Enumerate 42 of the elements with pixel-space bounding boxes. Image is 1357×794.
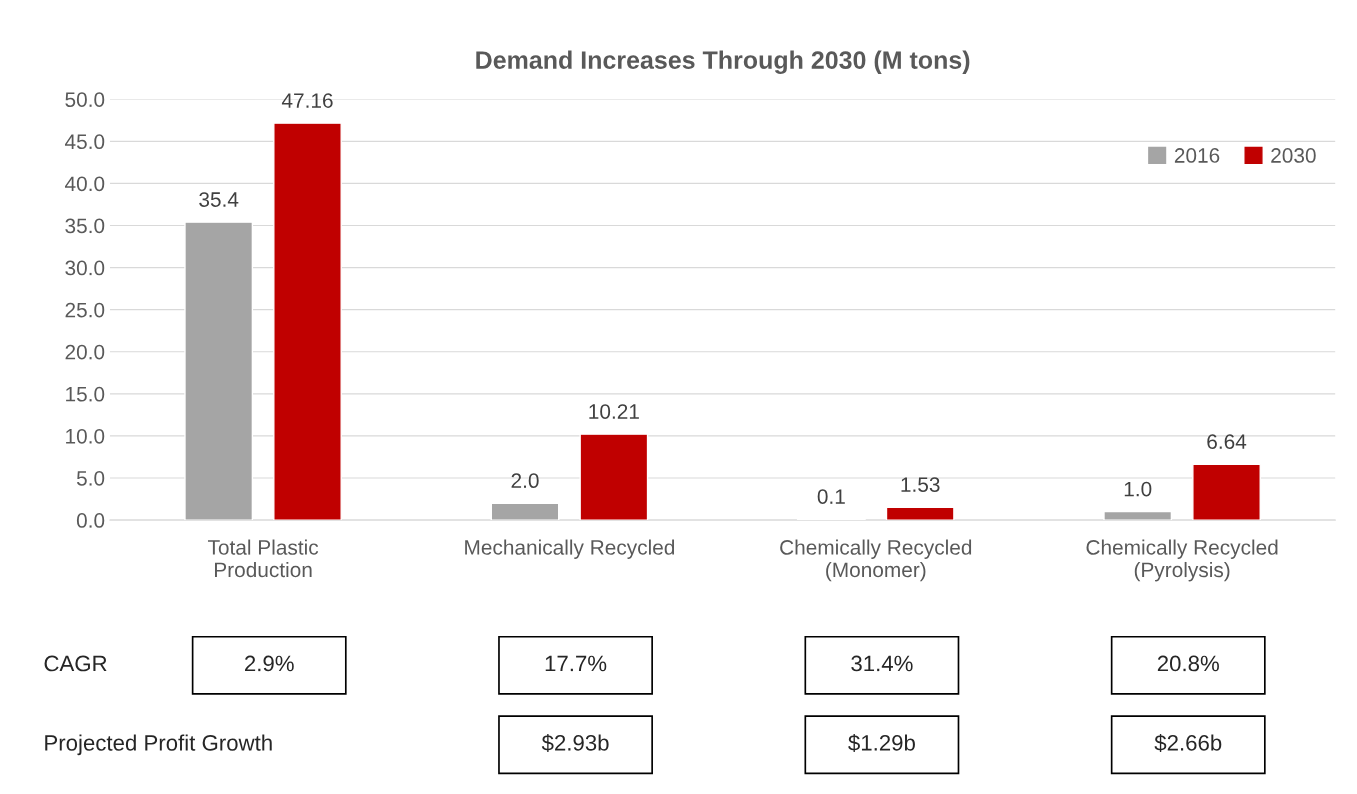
x-tick-label: Chemically Recycled (Pyrolysis) bbox=[1086, 539, 1278, 582]
y-tick-label: 25.0 bbox=[65, 302, 105, 318]
y-tick-label: 30.0 bbox=[65, 260, 105, 276]
bar bbox=[184, 221, 254, 521]
bar bbox=[273, 122, 342, 521]
y-tick-label: 40.0 bbox=[64, 176, 105, 192]
y-tick-label: 20.0 bbox=[65, 344, 105, 360]
data-label: 6.64 bbox=[1207, 434, 1247, 449]
text: $2.66b bbox=[1154, 734, 1222, 753]
y-tick-label: 35.0 bbox=[65, 218, 105, 234]
text: 31.4% bbox=[851, 655, 913, 672]
y-tick-label: 5.0 bbox=[76, 470, 105, 486]
y-tick-label: 45.0 bbox=[64, 134, 105, 150]
y-tick-label: 0.0 bbox=[76, 513, 105, 528]
bar bbox=[579, 433, 649, 521]
data-label: 35.4 bbox=[199, 192, 239, 207]
bar bbox=[1192, 463, 1261, 521]
text: 20.8% bbox=[1157, 655, 1219, 672]
y-tick-label: 50.0 bbox=[65, 92, 105, 107]
text: 17.7% bbox=[545, 655, 607, 672]
y-tick-label: 10.0 bbox=[66, 428, 105, 444]
x-tick-label: Mechanically Recycled bbox=[465, 539, 675, 559]
legend-label: 2030 bbox=[1271, 148, 1316, 163]
data-label: 47.16 bbox=[281, 93, 333, 108]
text: CAGR bbox=[44, 655, 107, 672]
x-tick-label: Chemically Recycled (Monomer) bbox=[780, 539, 972, 582]
data-label: 10.21 bbox=[589, 404, 639, 419]
text: $2.93b bbox=[541, 734, 609, 753]
data-label: 2.0 bbox=[511, 473, 539, 489]
text: Projected Profit Growth bbox=[45, 734, 272, 756]
legend-label: 2016 bbox=[1174, 148, 1220, 163]
x-tick-label: Total Plastic Production bbox=[207, 539, 319, 578]
bar bbox=[490, 502, 560, 521]
data-label: 1.53 bbox=[901, 477, 940, 492]
chart-title: Demand Increases Through 2030 (M tons) bbox=[476, 50, 970, 74]
text: $1.29b bbox=[848, 734, 915, 753]
text: 2.9% bbox=[245, 655, 294, 672]
data-label: 0.1 bbox=[817, 489, 845, 504]
bar bbox=[1103, 510, 1173, 521]
data-label: 1.0 bbox=[1124, 481, 1152, 497]
bar bbox=[885, 506, 955, 521]
y-tick-label: 15.0 bbox=[66, 386, 105, 402]
